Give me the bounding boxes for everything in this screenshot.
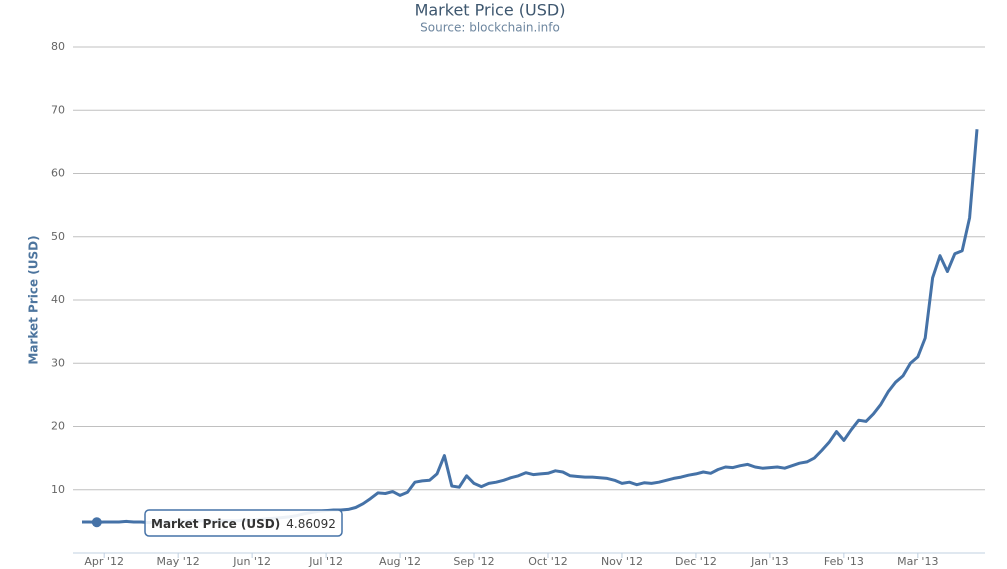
- y-tick-label: 60: [51, 167, 65, 180]
- chart-title: Market Price (USD): [415, 1, 566, 20]
- x-tick-label: Jul '12: [308, 555, 343, 568]
- y-tick-label: 70: [51, 103, 65, 116]
- y-tick-label: 40: [51, 293, 65, 306]
- tooltip: Market Price (USD) 4.86092: [144, 509, 343, 537]
- tooltip-series: Market Price (USD): [151, 517, 280, 531]
- x-tick-label: Feb '13: [824, 555, 864, 568]
- x-tick-label: Nov '12: [601, 555, 643, 568]
- x-tick-label: Dec '12: [675, 555, 717, 568]
- x-tick-label: Mar '13: [897, 555, 938, 568]
- tooltip-text: Market Price (USD) 4.86092: [151, 517, 336, 531]
- x-tick-label: Oct '12: [528, 555, 568, 568]
- y-tick-label: 30: [51, 356, 65, 369]
- price-line: [82, 129, 979, 525]
- y-tick-label: 10: [51, 483, 65, 496]
- x-tick-label: Aug '12: [379, 555, 421, 568]
- x-tick-label: May '12: [157, 555, 200, 568]
- hover-marker: [91, 517, 102, 528]
- y-tick-label: 50: [51, 230, 65, 243]
- x-tick-label: Jun '12: [232, 555, 271, 568]
- tooltip-box: [144, 509, 343, 537]
- chart-subtitle: Source: blockchain.info: [420, 21, 560, 35]
- tooltip-value: 4.86092: [286, 517, 336, 531]
- x-tick-label: Apr '12: [84, 555, 124, 568]
- y-axis-title: Market Price (USD): [27, 235, 41, 364]
- y-tick-label: 80: [51, 40, 65, 53]
- y-tick-label: 20: [51, 420, 65, 433]
- x-tick-label: Sep '12: [453, 555, 494, 568]
- x-tick-label: Jan '13: [750, 555, 788, 568]
